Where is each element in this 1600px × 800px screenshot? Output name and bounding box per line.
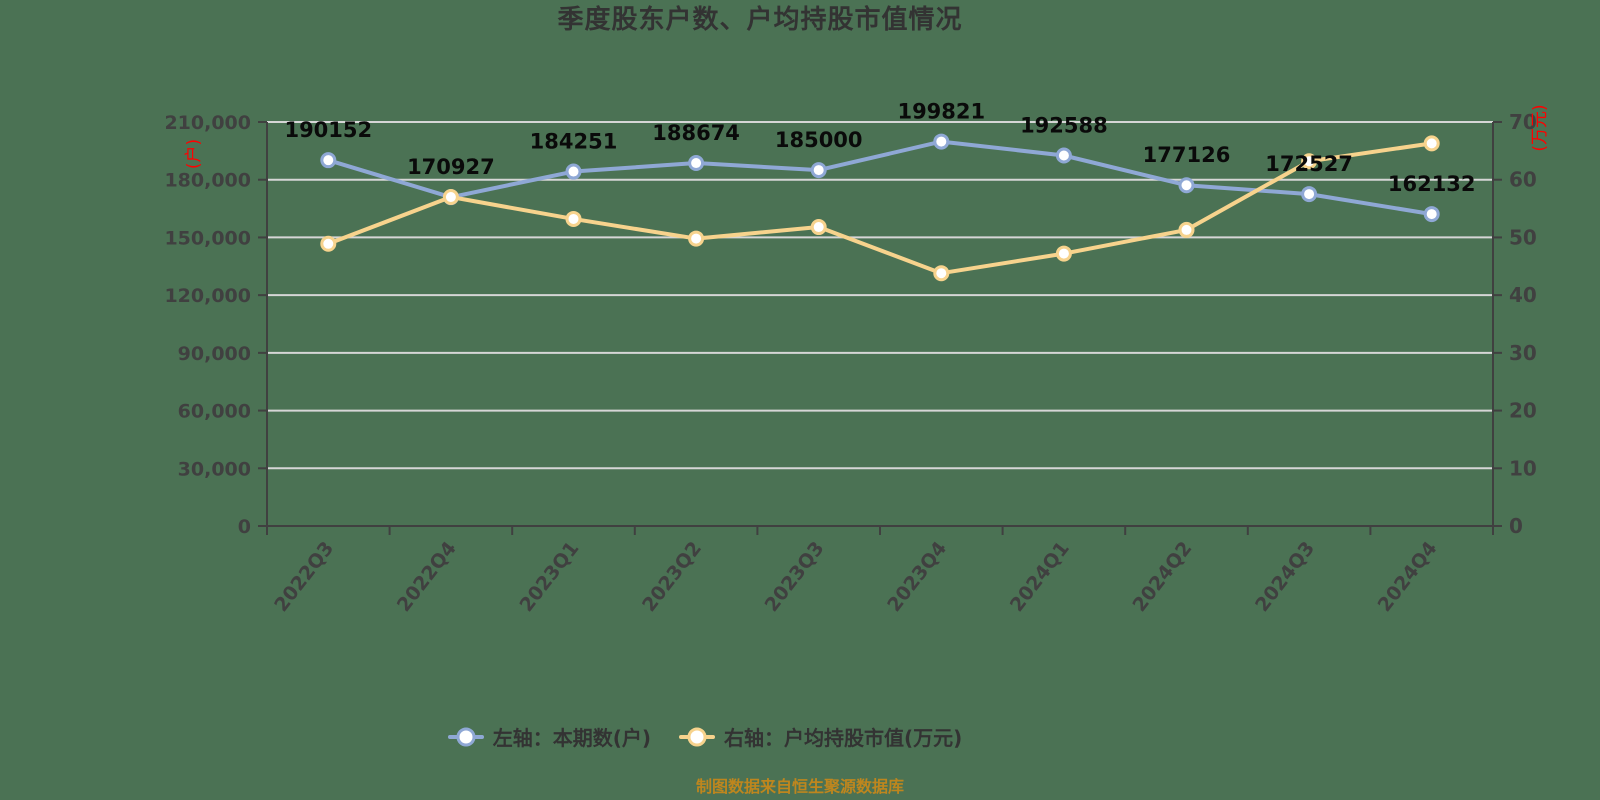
data-point-marker bbox=[810, 219, 827, 236]
data-point-marker bbox=[565, 210, 582, 227]
legend-item-shareholder-count[interactable]: 左轴：本期数(户) bbox=[447, 722, 651, 751]
series-line-market-value bbox=[326, 141, 1434, 276]
data-point-marker bbox=[688, 230, 705, 247]
x-axis-category-label: 2024Q1 bbox=[1006, 538, 1074, 616]
y-axis-right-tick-label: 10 bbox=[1509, 456, 1537, 480]
x-axis-category-label: 2022Q3 bbox=[270, 538, 338, 616]
data-value-label: 177126 bbox=[1143, 143, 1231, 167]
x-axis-category-label: 2024Q3 bbox=[1251, 538, 1319, 616]
y-axis-left-tick-label: 90,000 bbox=[178, 343, 251, 365]
data-point-marker bbox=[933, 265, 950, 282]
left-axis-unit-label: (户) bbox=[184, 139, 204, 169]
data-value-label: 199821 bbox=[897, 100, 985, 124]
data-value-label: 170927 bbox=[407, 155, 495, 179]
y-axis-left-tick-label: 30,000 bbox=[178, 458, 251, 480]
data-point-marker bbox=[1178, 221, 1195, 238]
right-axis-unit-label: (万元) bbox=[1530, 104, 1550, 151]
y-axis-left-tick-label: 0 bbox=[238, 516, 251, 538]
x-axis-category-label: 2023Q4 bbox=[883, 538, 951, 616]
y-axis-left-tick-label: 180,000 bbox=[164, 170, 251, 192]
data-value-label: 172527 bbox=[1265, 152, 1353, 176]
data-point-marker bbox=[1055, 245, 1072, 262]
y-axis-right-tick-label: 50 bbox=[1509, 225, 1537, 249]
y-axis-left-tick-label: 210,000 bbox=[164, 112, 251, 134]
data-point-marker bbox=[1301, 153, 1318, 170]
data-value-label: 188674 bbox=[652, 121, 740, 145]
data-point-marker bbox=[810, 162, 827, 179]
series-line-shareholder-count bbox=[326, 139, 1434, 217]
legend-item-label: 右轴：户均持股市值(万元) bbox=[724, 726, 963, 750]
x-axis-category-label: 2023Q2 bbox=[638, 538, 706, 616]
data-value-label: 184251 bbox=[530, 130, 618, 154]
data-point-marker bbox=[688, 155, 705, 172]
chart-legend: 左轴：本期数(户) 右轴：户均持股市值(万元) bbox=[0, 722, 1410, 751]
x-axis-category-label: 2023Q3 bbox=[761, 538, 829, 616]
data-point-marker bbox=[320, 152, 337, 169]
data-point-marker bbox=[1423, 135, 1440, 152]
y-axis-right-tick-label: 20 bbox=[1509, 399, 1537, 423]
chart-title: 季度股东户数、户均持股市值情况 bbox=[557, 5, 963, 35]
y-axis-right-tick-label: 30 bbox=[1509, 341, 1537, 365]
legend-item-market-value[interactable]: 右轴：户均持股市值(万元) bbox=[679, 722, 962, 751]
data-point-marker bbox=[1055, 147, 1072, 164]
y-axis-right-tick-label: 70 bbox=[1509, 110, 1537, 134]
data-point-marker bbox=[1301, 186, 1318, 203]
data-point-marker bbox=[933, 133, 950, 150]
legend-line-marker-icon bbox=[679, 727, 715, 747]
y-axis-left-tick-label: 120,000 bbox=[164, 285, 251, 307]
y-axis-right-tick-label: 60 bbox=[1509, 168, 1537, 192]
legend-dot-icon bbox=[687, 727, 707, 746]
y-axis-left-tick-label: 150,000 bbox=[164, 227, 251, 249]
x-axis-category-label: 2022Q4 bbox=[393, 538, 461, 616]
data-point-marker bbox=[565, 163, 582, 180]
y-axis-right-tick-label: 0 bbox=[1509, 514, 1523, 538]
x-axis-category-label: 2024Q4 bbox=[1374, 538, 1442, 616]
data-point-marker bbox=[1178, 177, 1195, 194]
data-value-label: 190152 bbox=[284, 118, 372, 142]
legend-line-marker-icon bbox=[447, 727, 484, 747]
x-axis-category-label: 2024Q2 bbox=[1128, 538, 1196, 616]
legend-item-label: 左轴：本期数(户) bbox=[492, 726, 651, 750]
y-axis-right-tick-label: 40 bbox=[1509, 283, 1537, 307]
data-value-label: 162132 bbox=[1388, 172, 1476, 196]
data-point-marker bbox=[442, 189, 459, 206]
data-value-label: 192588 bbox=[1020, 113, 1108, 137]
y-axis-left-tick-label: 60,000 bbox=[178, 401, 251, 423]
data-point-marker bbox=[320, 235, 337, 252]
data-point-marker bbox=[1423, 206, 1440, 223]
data-source-note: 制图数据来自恒生聚源数据库 bbox=[695, 777, 904, 796]
legend-dot-icon bbox=[456, 727, 476, 746]
data-value-label: 185000 bbox=[775, 128, 863, 152]
x-axis-category-label: 2023Q1 bbox=[515, 538, 583, 616]
